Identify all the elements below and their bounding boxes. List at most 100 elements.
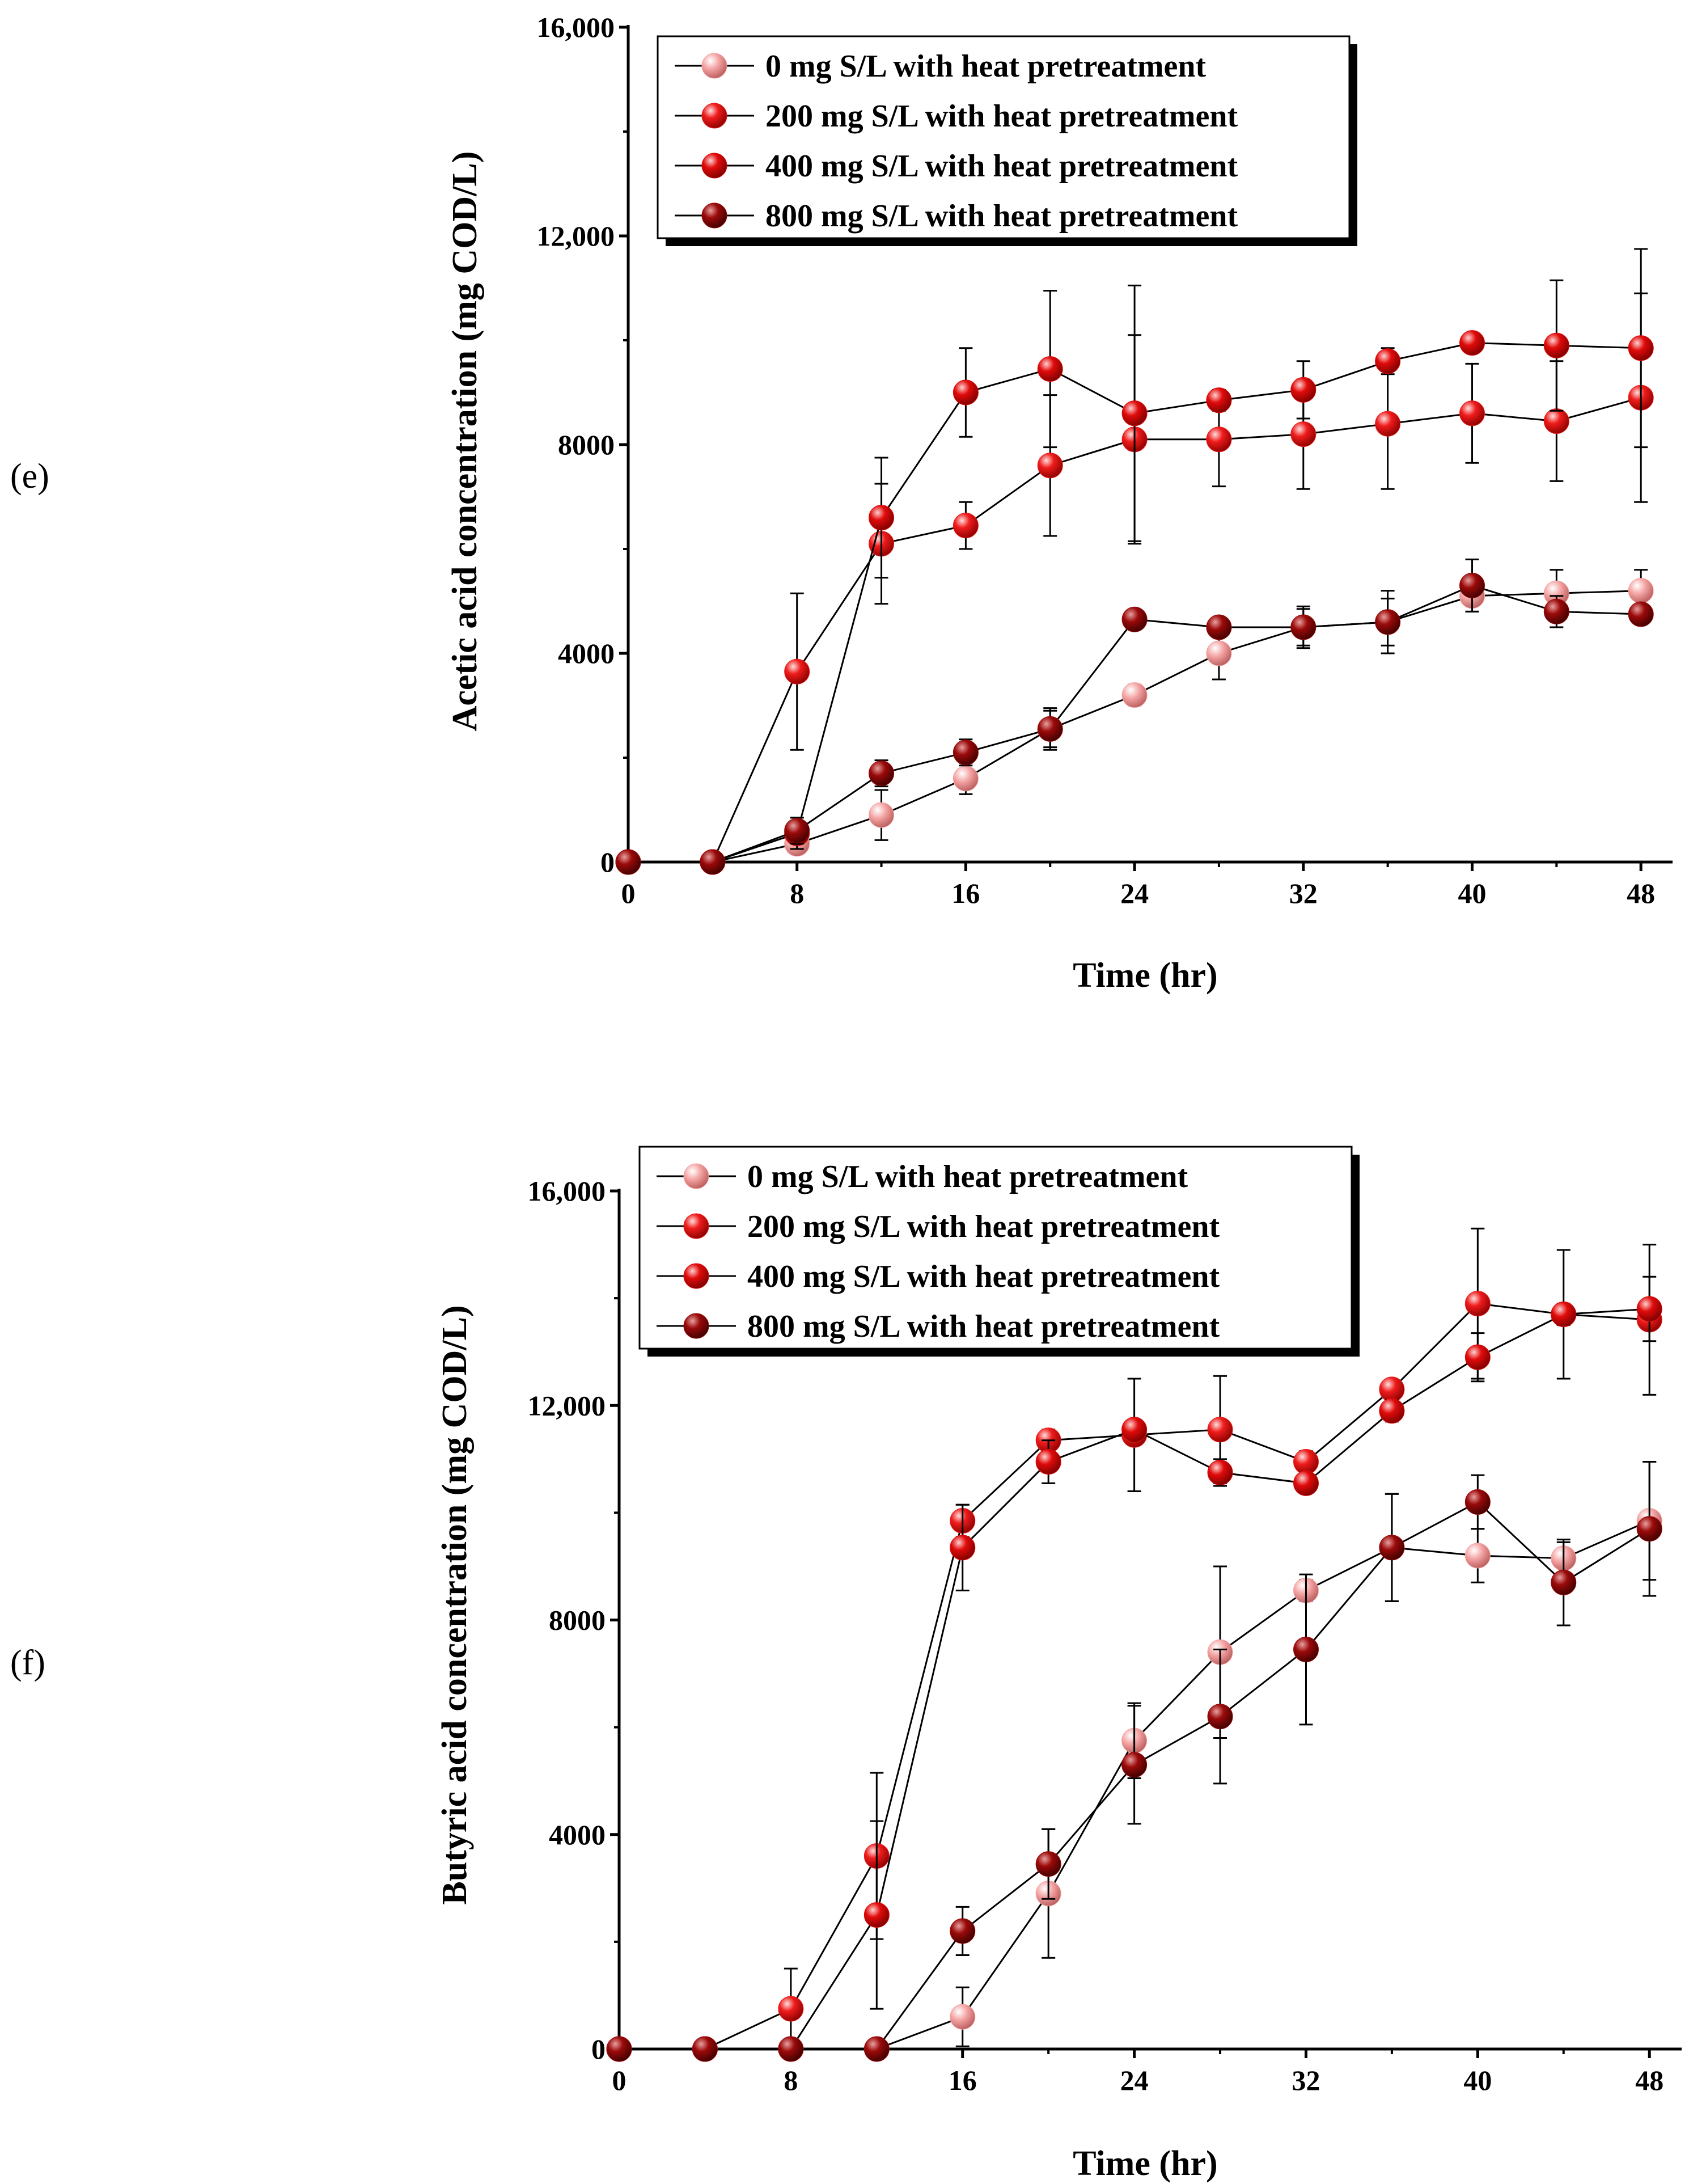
x-tick-label-e: 40 <box>1458 877 1486 909</box>
legend-box-e <box>657 35 1351 239</box>
x-tick-label-e: 24 <box>1120 877 1149 909</box>
legend-marker-e-1 <box>701 103 727 129</box>
data-point-e-0 <box>1121 682 1148 708</box>
data-point-e-2 <box>1121 400 1148 426</box>
data-point-e-3 <box>1459 572 1485 598</box>
x-tick-label-f: 8 <box>784 2064 798 2096</box>
data-point-e-3 <box>1543 598 1569 624</box>
legend-marker-f-0 <box>683 1163 709 1189</box>
y-tick-label-f: 12,000 <box>528 1389 606 1421</box>
data-point-f-2 <box>1379 1398 1405 1424</box>
data-point-e-1 <box>1543 408 1569 434</box>
data-point-f-2 <box>1551 1301 1577 1327</box>
x-tick-label-f: 16 <box>949 2064 977 2096</box>
y-axis-title-f: Butyric acid concentration (mg COD/L) <box>435 1305 474 1904</box>
legend-label-f-2: 400 mg S/L with heat pretreatment <box>747 1259 1220 1294</box>
legend-label-f-1: 200 mg S/L with heat pretreatment <box>747 1209 1220 1244</box>
data-point-e-2 <box>1459 330 1485 356</box>
data-point-f-2 <box>863 1902 890 1928</box>
data-point-e-3 <box>953 740 979 766</box>
panel-label-e: (e) <box>10 457 49 496</box>
data-point-e-2 <box>1628 335 1654 361</box>
legend-label-e-3: 800 mg S/L with heat pretreatment <box>765 198 1238 234</box>
data-point-f-2 <box>1636 1296 1662 1322</box>
data-point-e-2 <box>1206 387 1232 413</box>
data-point-f-2 <box>1293 1470 1319 1496</box>
plot-area-f: 0 4000 8000 12,000 16,000 0 8 16 24 32 40 48 <box>528 1175 1682 2096</box>
data-point-f-0 <box>1464 1543 1491 1569</box>
panel-label-f: (f) <box>10 1644 45 1682</box>
data-point-e-0 <box>869 802 895 828</box>
data-point-e-0 <box>1206 640 1232 666</box>
legend-label-e-0: 0 mg S/L with heat pretreatment <box>765 49 1207 84</box>
data-point-f-3 <box>1293 1637 1319 1663</box>
data-point-e-1 <box>784 658 810 685</box>
data-point-f-2 <box>1464 1344 1491 1370</box>
legend-label-e-2: 400 mg S/L with heat pretreatment <box>765 149 1238 184</box>
x-tick-label-f: 48 <box>1635 2064 1663 2096</box>
data-point-e-3 <box>869 761 895 787</box>
data-point-f-1 <box>1207 1417 1233 1443</box>
y-tick-label-e: 12,000 <box>537 220 615 252</box>
data-point-f-2 <box>950 1535 976 1561</box>
x-tick-label-f: 24 <box>1120 2064 1149 2096</box>
data-point-e-3 <box>1375 609 1401 635</box>
data-point-f-0 <box>950 2004 976 2030</box>
data-point-f-3 <box>1464 1489 1491 1515</box>
y-tick-label-f: 0 <box>591 2033 606 2065</box>
data-point-e-3 <box>1628 601 1654 627</box>
data-point-e-2 <box>1543 332 1569 358</box>
x-tick-label-e: 0 <box>621 877 636 909</box>
legend-label-f-0: 0 mg S/L with heat pretreatment <box>747 1159 1188 1194</box>
y-axis-title-e: Acetic acid concentration (mg COD/L) <box>446 151 484 732</box>
data-point-f-3 <box>1035 1851 1061 1877</box>
panel-e: (e) Acetic acid concentration (mg COD/L)… <box>10 11 1673 995</box>
data-point-f-2 <box>1207 1459 1233 1485</box>
data-point-e-3 <box>1121 606 1148 632</box>
legend-marker-e-2 <box>701 153 727 179</box>
x-tick-label-f: 32 <box>1292 2064 1320 2096</box>
data-point-e-2 <box>1037 356 1063 382</box>
data-point-e-1 <box>1459 400 1485 426</box>
legend-marker-e-3 <box>701 202 727 229</box>
legend-marker-f-3 <box>683 1313 709 1339</box>
data-point-f-1 <box>778 1996 804 2022</box>
data-point-e-2 <box>869 505 895 531</box>
data-point-e-2 <box>1290 377 1317 403</box>
data-point-e-2 <box>953 379 979 405</box>
data-point-e-2 <box>1375 348 1401 374</box>
data-point-f-2 <box>1035 1449 1061 1475</box>
legend-marker-f-1 <box>683 1213 709 1239</box>
x-axis-title-f: Time (hr) <box>1073 2144 1217 2183</box>
data-point-f-3 <box>606 2036 632 2062</box>
x-tick-label-e: 48 <box>1627 877 1655 909</box>
data-point-e-3 <box>1206 614 1232 640</box>
y-tick-label-e: 4000 <box>558 637 615 669</box>
y-tick-label-e: 16,000 <box>537 11 615 43</box>
legend-label-f-3: 800 mg S/L with heat pretreatment <box>747 1309 1220 1344</box>
data-point-e-3 <box>1037 716 1063 742</box>
data-point-f-3 <box>1121 1752 1148 1778</box>
data-point-e-1 <box>1037 453 1063 479</box>
plot-area-e: 0 4000 8000 12,000 16,000 0 8 16 24 32 40 48 <box>537 11 1673 909</box>
data-point-f-3 <box>692 2036 718 2062</box>
y-tick-label-f: 4000 <box>549 1819 606 1851</box>
data-point-f-3 <box>1551 1569 1577 1595</box>
legend-box-f <box>638 1146 1353 1350</box>
data-point-f-3 <box>1207 1704 1233 1730</box>
x-axis-title-e: Time (hr) <box>1073 956 1217 995</box>
data-point-f-2 <box>1121 1417 1148 1443</box>
legend-label-e-1: 200 mg S/L with heat pretreatment <box>765 99 1238 134</box>
data-point-e-0 <box>1628 578 1654 604</box>
x-tick-label-e: 32 <box>1289 877 1318 909</box>
x-tick-label-f: 0 <box>612 2064 627 2096</box>
data-point-e-1 <box>1206 426 1232 453</box>
data-point-e-3 <box>1290 614 1317 640</box>
legend-e: 0 mg S/L with heat pretreatment 200 mg S/… <box>657 35 1357 246</box>
data-point-e-3 <box>615 849 641 875</box>
legend-marker-e-0 <box>701 53 727 79</box>
data-point-e-3 <box>784 818 810 844</box>
data-point-f-1 <box>1464 1291 1491 1317</box>
data-point-e-0 <box>953 766 979 792</box>
